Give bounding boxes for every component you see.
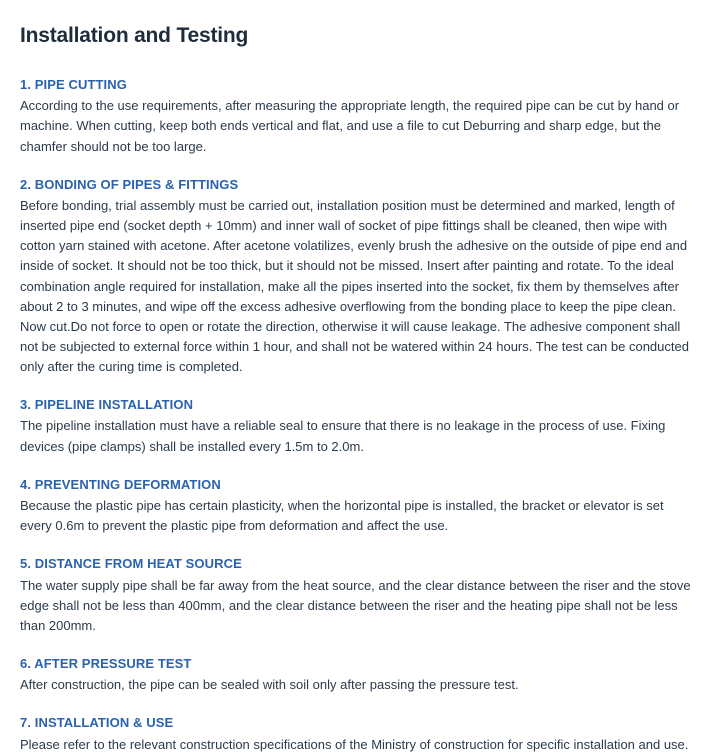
section: 1. PIPE CUTTING According to the use requ… xyxy=(20,75,693,157)
section-body: Before bonding, trial assembly must be c… xyxy=(20,196,693,377)
section-body: Because the plastic pipe has certain pla… xyxy=(20,496,693,536)
section-heading: 3. PIPELINE INSTALLATION xyxy=(20,395,693,414)
section-heading: 1. PIPE CUTTING xyxy=(20,75,693,94)
section: 7. INSTALLATION & USE Please refer to the… xyxy=(20,713,693,754)
section: 6. AFTER PRESSURE TEST After construction… xyxy=(20,654,693,695)
section: 5. DISTANCE FROM HEAT SOURCE The water su… xyxy=(20,554,693,636)
section-body: The water supply pipe shall be far away … xyxy=(20,576,693,636)
section-body: According to the use requirements, after… xyxy=(20,96,693,156)
section-heading: 4. PREVENTING DEFORMATION xyxy=(20,475,693,494)
sections-container: 1. PIPE CUTTING According to the use requ… xyxy=(20,75,693,755)
section-body: Please refer to the relevant constructio… xyxy=(20,735,693,755)
section-heading: 2. BONDING OF PIPES & FITTINGS xyxy=(20,175,693,194)
section: 4. PREVENTING DEFORMATION Because the pla… xyxy=(20,475,693,537)
section: 2. BONDING OF PIPES & FITTINGS Before bon… xyxy=(20,175,693,378)
section-body: After construction, the pipe can be seal… xyxy=(20,675,693,695)
section: 3. PIPELINE INSTALLATION The pipeline ins… xyxy=(20,395,693,457)
section-heading: 5. DISTANCE FROM HEAT SOURCE xyxy=(20,554,693,573)
section-heading: 7. INSTALLATION & USE xyxy=(20,713,693,732)
section-heading: 6. AFTER PRESSURE TEST xyxy=(20,654,693,673)
section-body: The pipeline installation must have a re… xyxy=(20,416,693,456)
page-title: Installation and Testing xyxy=(20,20,693,51)
